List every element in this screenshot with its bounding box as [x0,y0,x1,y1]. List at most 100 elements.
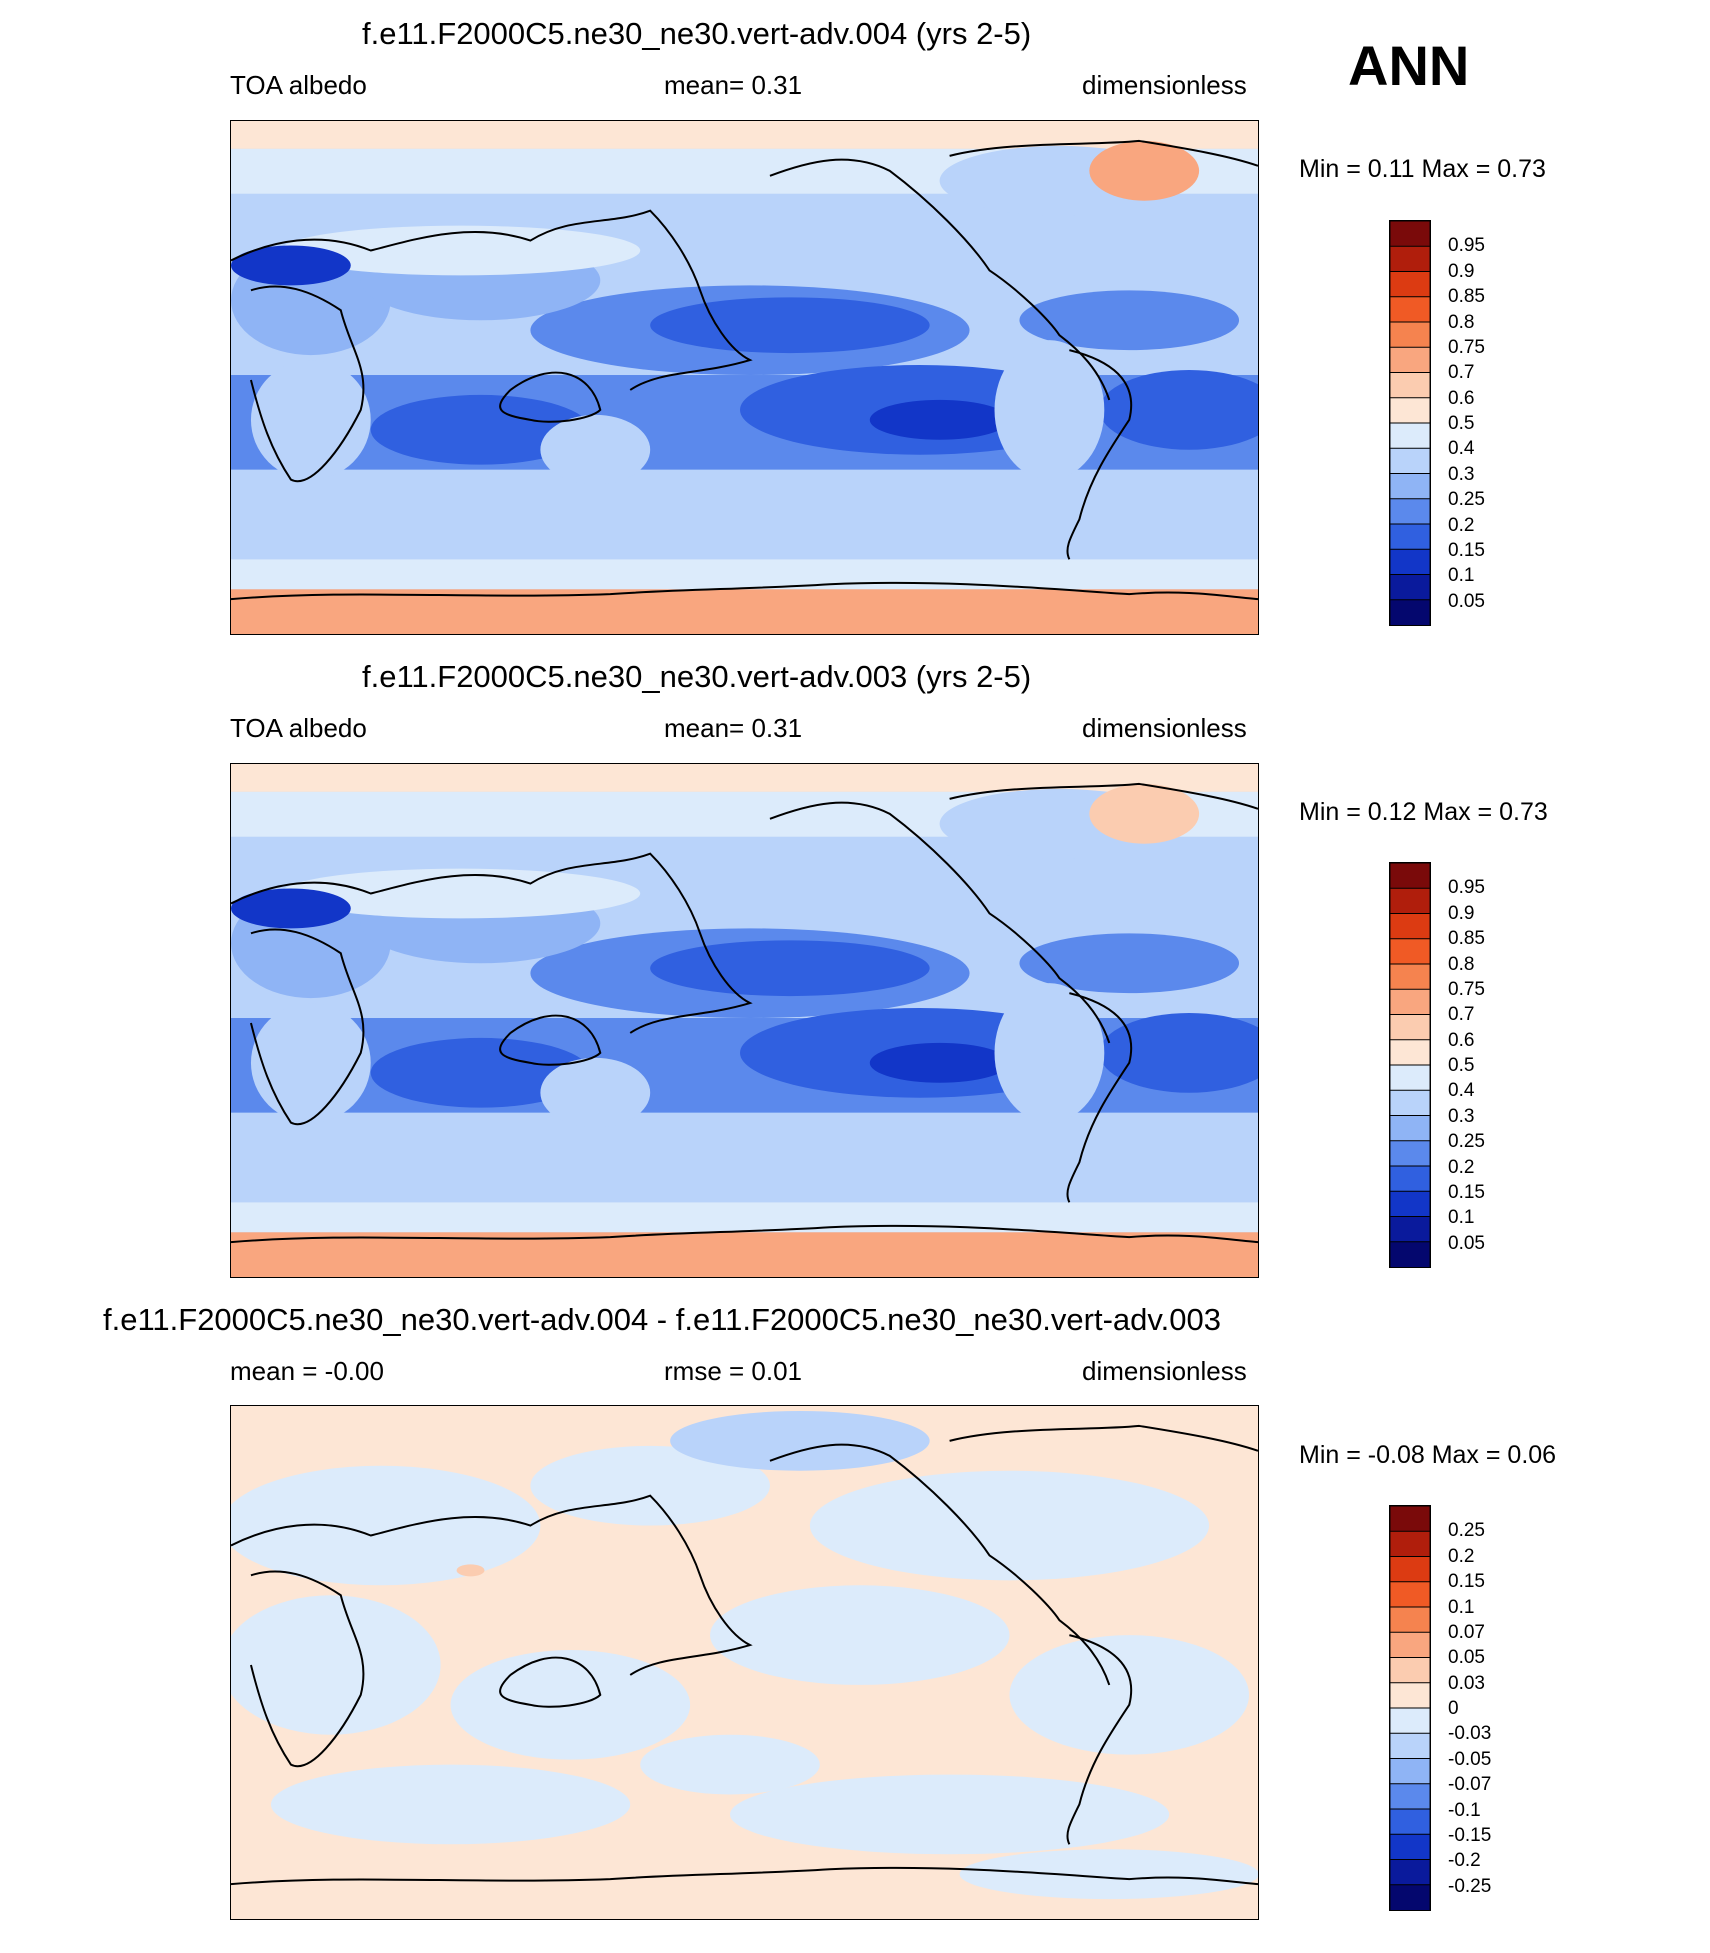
panel-1-title: f.e11.F2000C5.ne30_ne30.vert-adv.004 (yr… [362,16,1032,51]
panel-1-map [230,120,1259,635]
colorbar-swatch [1390,245,1430,273]
colorbar-swatch [1390,1115,1430,1142]
colorbar-swatch [1390,1140,1430,1167]
colorbar-tick-label: 0.1 [1448,1596,1475,1618]
colorbar-tick-label: 0.8 [1448,953,1475,975]
colorbar-tick-label: 0.25 [1448,489,1485,511]
colorbar-swatch [1390,1014,1430,1041]
colorbar-tick-label: -0.15 [1448,1824,1492,1846]
colorbar-swatch [1390,523,1430,551]
colorbar-tick-label: 0.05 [1448,590,1485,612]
colorbar-swatch [1390,447,1430,475]
colorbar-tick-label: 0.75 [1448,978,1485,1000]
colorbar-swatch [1390,221,1430,248]
colorbar-tick-label: 0.4 [1448,1080,1475,1102]
colorbar-swatch [1390,938,1430,965]
panel-3-colorbar [1389,1505,1431,1911]
colorbar-tick-label: 0.15 [1448,1181,1485,1203]
colorbar-swatch [1390,1758,1430,1785]
colorbar-tick-label: 0.2 [1448,514,1475,536]
colorbar-swatch [1390,1682,1430,1709]
colorbar-swatch [1390,1707,1430,1735]
colorbar-tick-label: 0.1 [1448,1207,1475,1229]
colorbar-swatch [1390,1808,1430,1836]
colorbar-swatch [1390,397,1430,424]
colorbar-swatch [1390,887,1430,915]
season-label: ANN [1348,34,1470,97]
colorbar-tick-label: -0.03 [1448,1723,1492,1745]
colorbar-tick-label: 0.05 [1448,1232,1485,1254]
colorbar-swatch [1390,271,1430,298]
colorbar-swatch [1390,372,1430,399]
colorbar-swatch [1390,1064,1430,1092]
colorbar-tick-label: 0.07 [1448,1621,1485,1643]
panel-2-field [231,764,1258,1277]
colorbar-swatch [1390,1039,1430,1066]
colorbar-swatch [1390,913,1430,940]
colorbar-tick-label: 0.4 [1448,438,1475,460]
panel-2-variable-label: TOA albedo [230,713,367,743]
panel-1-colorbar-swatches [1390,221,1430,625]
colorbar-swatch [1390,574,1430,601]
colorbar-swatch [1390,498,1430,525]
colorbar-tick-label: 0.6 [1448,1029,1475,1051]
colorbar-tick-label: 0.95 [1448,235,1485,257]
colorbar-tick-label: 0.03 [1448,1672,1485,1694]
colorbar-tick-label: 0.05 [1448,1647,1485,1669]
colorbar-swatch [1390,548,1430,576]
colorbar-tick-label: -0.25 [1448,1875,1492,1897]
colorbar-tick-label: 0 [1448,1698,1459,1719]
panel-3-field [231,1406,1258,1919]
panel-2-colorbar [1389,862,1431,1268]
colorbar-swatch [1390,1556,1430,1583]
colorbar-tick-label: 0.15 [1448,539,1485,561]
colorbar-tick-label: -0.07 [1448,1774,1492,1796]
colorbar-tick-label: 0.2 [1448,1545,1475,1567]
colorbar-tick-label: 0.95 [1448,877,1485,899]
colorbar-tick-label: 0.3 [1448,463,1475,485]
colorbar-tick-label: 0.25 [1448,1131,1485,1153]
panel-3-units-label: dimensionless [1082,1356,1247,1386]
panel-3-minmax: Min = -0.08 Max = 0.06 [1299,1441,1557,1469]
colorbar-tick-label: 0.5 [1448,413,1475,434]
colorbar-tick-label: 0.8 [1448,311,1475,333]
colorbar-swatch [1390,963,1430,991]
panel-3-mean-label: mean = -0.00 [230,1356,384,1386]
colorbar-tick-label: 0.6 [1448,387,1475,409]
panel-1-field [231,121,1258,634]
colorbar-swatch [1390,1216,1430,1243]
colorbar-swatch [1390,1783,1430,1810]
colorbar-swatch [1390,863,1430,890]
colorbar-swatch [1390,1884,1430,1910]
colorbar-swatch [1390,346,1430,374]
colorbar-swatch [1390,1581,1430,1608]
colorbar-swatch [1390,1089,1430,1117]
panel-1-variable-label: TOA albedo [230,70,367,100]
colorbar-swatch [1390,1190,1430,1218]
panel-3-title: f.e11.F2000C5.ne30_ne30.vert-adv.004 - f… [103,1302,1221,1337]
colorbar-swatch [1390,1241,1430,1267]
panel-2-minmax: Min = 0.12 Max = 0.73 [1299,798,1548,826]
colorbar-swatch [1390,988,1430,1016]
colorbar-tick-label: 0.9 [1448,260,1475,282]
colorbar-swatch [1390,321,1430,349]
colorbar-tick-label: 0.75 [1448,336,1485,358]
colorbar-tick-label: 0.7 [1448,1004,1475,1026]
colorbar-tick-label: 0.9 [1448,902,1475,924]
panel-1-units-label: dimensionless [1082,70,1247,100]
panel-2-map [230,763,1259,1278]
colorbar-swatch [1390,1657,1430,1684]
panel-2-mean-label: mean= 0.31 [664,713,803,743]
colorbar-tick-label: 0.85 [1448,286,1485,308]
colorbar-tick-label: 0.25 [1448,1520,1485,1542]
panel-3-map [230,1405,1259,1920]
colorbar-tick-label: 0.7 [1448,362,1475,384]
colorbar-swatch [1390,1859,1430,1886]
panel-2-title: f.e11.F2000C5.ne30_ne30.vert-adv.003 (yr… [362,659,1032,694]
colorbar-swatch [1390,1631,1430,1659]
colorbar-swatch [1390,1506,1430,1533]
panel-1-mean-label: mean= 0.31 [664,70,803,100]
colorbar-swatch [1390,1606,1430,1634]
colorbar-tick-label: 0.3 [1448,1105,1475,1127]
colorbar-tick-label: 0.15 [1448,1571,1485,1593]
